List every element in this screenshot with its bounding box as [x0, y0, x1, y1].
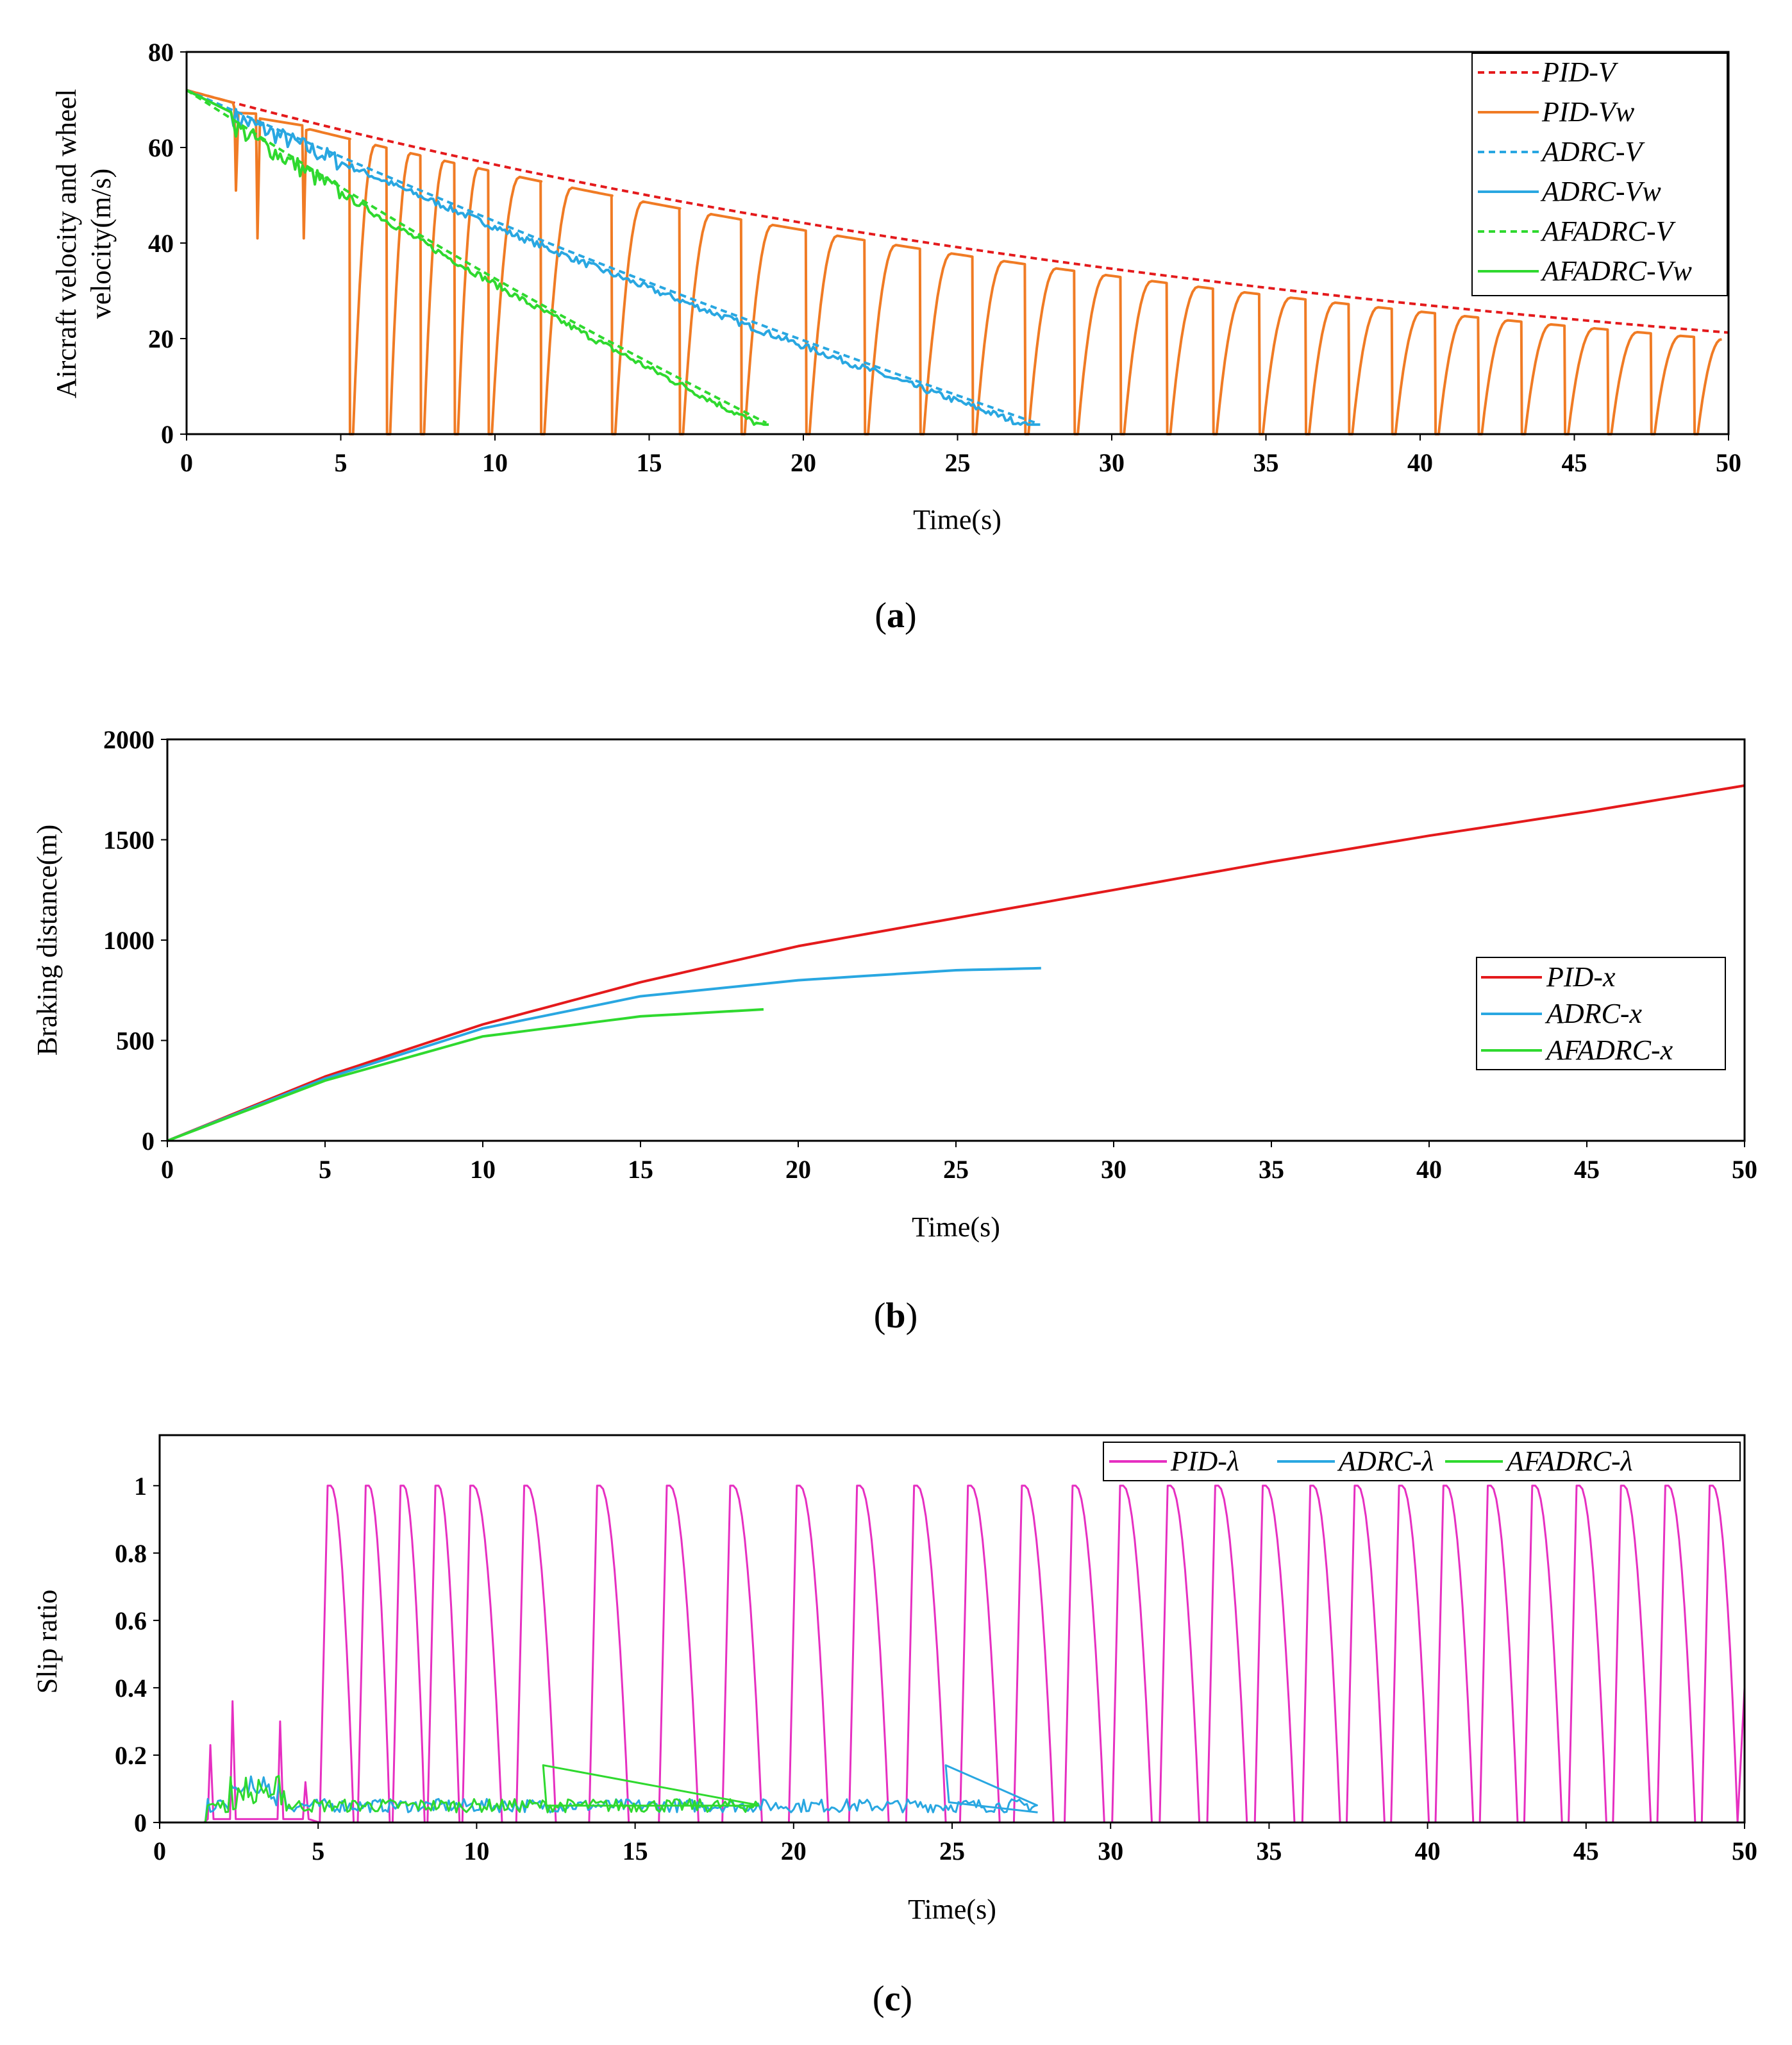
- legend-label-adrc-x: ADRC-x: [1545, 998, 1643, 1029]
- panel-c-x-axis-label: Time(s): [908, 1894, 996, 1925]
- x-tick-label: 25: [945, 448, 971, 477]
- x-tick-label: 5: [319, 1155, 331, 1184]
- legend-label-afadrc-x: AFADRC-x: [1545, 1034, 1673, 1066]
- panel-c-legend: PID-λ ADRC-λ AFADRC-λ: [1103, 1442, 1741, 1481]
- y-tick-label: 40: [148, 229, 174, 258]
- y-tick-label: 0.2: [115, 1741, 147, 1770]
- legend-label-adrc-lambda: ADRC-λ: [1337, 1445, 1434, 1477]
- x-tick-label: 15: [637, 448, 662, 477]
- series-line-pid-x: [167, 784, 1745, 1142]
- x-tick-label: 20: [785, 1155, 811, 1184]
- panel-a-y-axis-label-line1: Aircraft velocity and wheel: [51, 89, 82, 399]
- panel-b-x-axis-label: Time(s): [912, 1211, 1000, 1243]
- legend-label-pid-x: PID-x: [1546, 961, 1616, 993]
- y-tick-label: 20: [148, 324, 174, 353]
- legend-label-pid-v: PID-V: [1541, 56, 1619, 88]
- y-tick-label: 1500: [103, 826, 155, 855]
- panel-a-x-axis-label: Time(s): [913, 504, 1001, 535]
- panel-a-series-lines: [185, 88, 1729, 435]
- panel-a-velocity-chart: 0 5 10 15 20 25 30 35 40 45 50 0 20 40 60 80 Time(s) Ai…: [51, 38, 1741, 635]
- series-line-pid-v: [186, 88, 1729, 334]
- series-line-pid-lambda: [160, 1485, 1746, 1824]
- panel-c-series-lines: [160, 1485, 1746, 1824]
- panel-b-plot-frame: [166, 738, 1746, 1142]
- panel-b-legend: PID-x ADRC-x AFADRC-x: [1476, 957, 1726, 1070]
- y-tick-label: 0.8: [115, 1539, 147, 1568]
- y-tick-label: 60: [148, 133, 174, 162]
- legend-label-adrc-vw: ADRC-Vw: [1540, 176, 1661, 207]
- x-tick-label: 45: [1574, 1155, 1600, 1184]
- legend-label-pid-lambda: PID-λ: [1170, 1445, 1239, 1477]
- legend-label-afadrc-lambda: AFADRC-λ: [1505, 1445, 1633, 1477]
- x-tick-label: 5: [335, 448, 348, 477]
- x-tick-label: 30: [1098, 1837, 1123, 1865]
- panel-b-series-lines: [167, 784, 1745, 1142]
- x-tick-label: 40: [1415, 1837, 1441, 1865]
- x-tick-label: 20: [791, 448, 816, 477]
- panel-c-y-axis-label: Slip ratio: [31, 1590, 63, 1694]
- x-tick-label: 0: [161, 1155, 174, 1184]
- x-tick-label: 5: [312, 1837, 324, 1865]
- x-tick-label: 0: [153, 1837, 166, 1865]
- x-tick-label: 0: [180, 448, 193, 477]
- y-tick-label: 1: [134, 1472, 147, 1501]
- panel-b-y-axis-label: Braking distance(m): [31, 825, 63, 1056]
- x-tick-label: 35: [1259, 1155, 1284, 1184]
- x-tick-label: 35: [1253, 448, 1279, 477]
- x-tick-label: 20: [781, 1837, 807, 1865]
- panel-a-y-axis-label-line2: velocity(m/s): [85, 169, 117, 319]
- y-tick-label: 0: [161, 420, 174, 449]
- x-tick-label: 15: [628, 1155, 653, 1184]
- x-tick-label: 40: [1416, 1155, 1442, 1184]
- series-line-afadrc-lambda: [160, 1764, 759, 1824]
- panel-b-caption: (b): [874, 1296, 917, 1336]
- series-line-pid-vw: [186, 88, 1722, 435]
- legend-label-pid-vw: PID-Vw: [1541, 96, 1635, 128]
- legend-label-adrc-v: ADRC-V: [1540, 136, 1646, 167]
- x-tick-label: 15: [623, 1837, 648, 1865]
- legend-label-afadrc-vw: AFADRC-Vw: [1540, 255, 1692, 287]
- panel-a-caption: (a): [875, 596, 916, 635]
- x-tick-label: 10: [464, 1837, 489, 1865]
- x-tick-label: 45: [1562, 448, 1587, 477]
- x-tick-label: 45: [1573, 1837, 1599, 1865]
- x-tick-label: 25: [939, 1837, 965, 1865]
- y-tick-label: 2000: [103, 725, 155, 754]
- series-line-adrc-vw: [186, 88, 1041, 426]
- y-tick-label: 0.4: [115, 1674, 147, 1703]
- x-tick-label: 40: [1407, 448, 1433, 477]
- panel-a-legend: PID-V PID-Vw ADRC-V ADRC-Vw AFADRC-V AFADRC-V…: [1471, 53, 1728, 296]
- x-tick-label: 30: [1099, 448, 1125, 477]
- x-tick-label: 25: [943, 1155, 969, 1184]
- panel-c-caption: (c): [873, 1979, 912, 2019]
- y-tick-label: 500: [116, 1027, 155, 1056]
- y-tick-label: 0: [142, 1127, 155, 1156]
- x-tick-label: 50: [1732, 1837, 1757, 1865]
- x-tick-label: 10: [482, 448, 508, 477]
- series-line-adrc-x: [167, 966, 1041, 1142]
- series-line-afadrc-x: [167, 1008, 764, 1142]
- y-tick-label: 80: [148, 38, 174, 67]
- panel-c-slip-chart: 0 5 10 15 20 25 30 35 40 45 50 0 0.2 0.4 0.6 0.8 1 Time(…: [31, 1434, 1757, 2019]
- x-tick-label: 30: [1101, 1155, 1126, 1184]
- y-tick-label: 0: [134, 1808, 147, 1837]
- legend-label-afadrc-v: AFADRC-V: [1540, 215, 1677, 247]
- x-tick-label: 35: [1256, 1837, 1282, 1865]
- series-line-afadrc-vw: [186, 88, 769, 426]
- y-tick-label: 1000: [103, 926, 155, 955]
- x-tick-label: 10: [470, 1155, 496, 1184]
- x-tick-label: 50: [1716, 448, 1741, 477]
- x-tick-label: 50: [1732, 1155, 1757, 1184]
- series-line-afadrc-v: [185, 88, 767, 425]
- y-tick-label: 0.6: [115, 1606, 147, 1635]
